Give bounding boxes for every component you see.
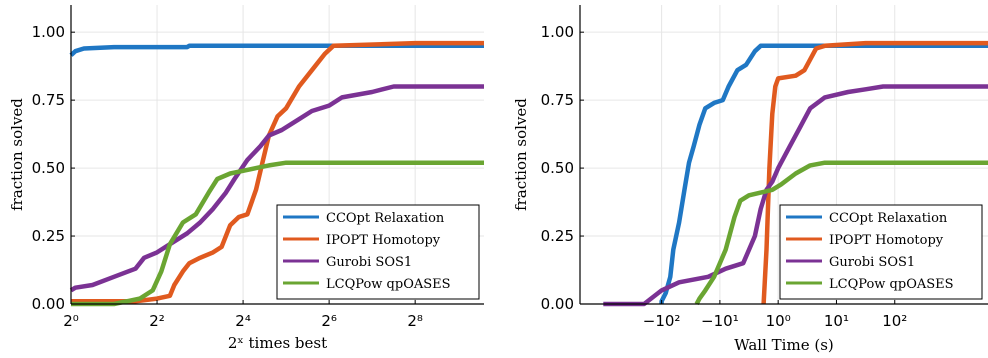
legend-label-1: CCOpt Relaxation — [326, 211, 445, 226]
x-tick-label: 10¹ — [824, 312, 849, 330]
x-tick-label: 10² — [882, 312, 907, 330]
y-tick-label: 0.50 — [541, 159, 574, 177]
x-tick-label: 2⁶ — [321, 312, 337, 330]
y-tick-label: 0.50 — [32, 159, 65, 177]
y-tick-label: 0.25 — [32, 227, 65, 245]
y-tick-label: 0.00 — [32, 295, 65, 313]
x-tick-label: 2⁸ — [407, 312, 423, 330]
series-line-1 — [659, 43, 988, 304]
series-line-3 — [603, 84, 988, 307]
legend-label-2: IPOPT Homotopy — [326, 233, 441, 248]
legend-label-3: Gurobi SOS1 — [326, 255, 412, 270]
legend-label-2: IPOPT Homotopy — [829, 233, 944, 248]
legend-label-4: LCQPow qpOASES — [829, 277, 954, 292]
y-tick-label: 0.00 — [541, 295, 574, 313]
y-tick-label: 1.00 — [541, 23, 574, 41]
y-axis-label: fraction solved — [512, 98, 530, 211]
y-tick-label: 1.00 — [32, 23, 65, 41]
y-tick-label: 0.75 — [32, 91, 65, 109]
x-tick-label: 2⁰ — [63, 312, 79, 330]
legend-label-4: LCQPow qpOASES — [326, 277, 451, 292]
x-tick-label: 2⁴ — [235, 312, 251, 330]
chart-wall-time: −10² −10¹ 10⁰ 10¹ 10² 0.00 0.25 0.50 0.75 1.00 Wal… — [512, 5, 988, 354]
legend-label-1: CCOpt Relaxation — [829, 211, 948, 226]
x-tick-label: −10² — [643, 312, 681, 330]
series-line-2 — [761, 40, 988, 305]
x-tick-label: −10¹ — [701, 312, 739, 330]
legend: CCOpt Relaxation IPOPT Homotopy Gurobi SOS… — [276, 204, 480, 300]
legend: CCOpt Relaxation IPOPT Homotopy Gurobi SOS… — [779, 204, 983, 300]
series-line-2 — [71, 40, 484, 304]
chart-performance-profile: 2⁰ 2² 2⁴ 2⁶ 2⁸ 0.00 0.25 0.50 0.75 1.00 2ˣ times b… — [8, 5, 484, 352]
x-tick-label: 10⁰ — [766, 312, 791, 330]
series-line-4 — [694, 160, 988, 306]
y-axis-label: fraction solved — [8, 98, 26, 211]
x-axis-label: Wall Time (s) — [734, 336, 834, 354]
series-line-3 — [69, 84, 484, 293]
x-axis-label: 2ˣ times best — [228, 334, 327, 352]
series-line-1 — [69, 43, 484, 57]
legend-label-3: Gurobi SOS1 — [829, 255, 915, 270]
y-tick-label: 0.25 — [541, 227, 574, 245]
y-tick-label: 0.75 — [541, 91, 574, 109]
x-tick-label: 2² — [149, 312, 165, 330]
series-line-4 — [71, 160, 484, 307]
